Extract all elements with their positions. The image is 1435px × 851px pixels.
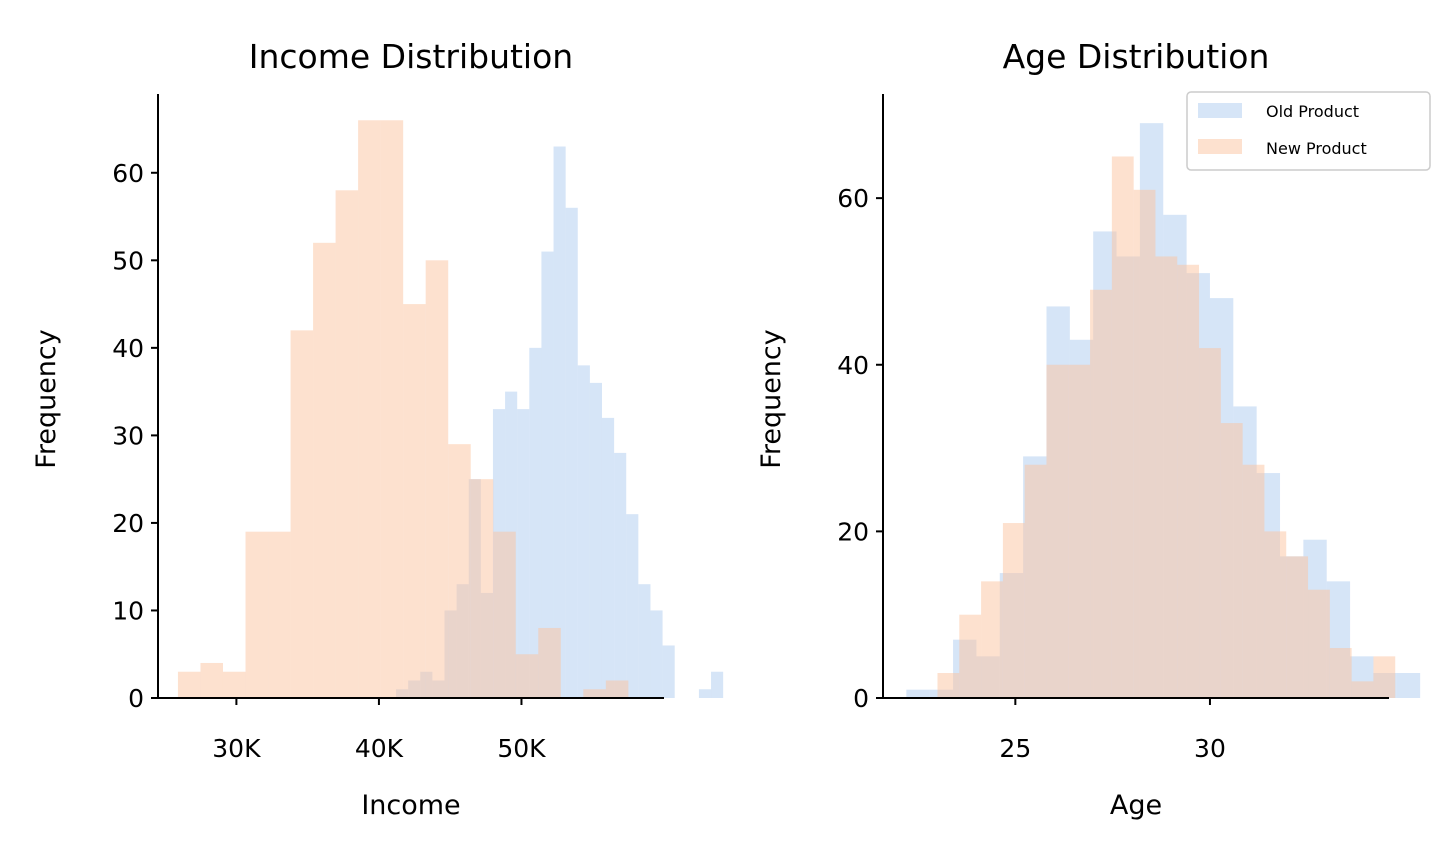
income-new-bar (380, 120, 404, 699)
income-new-bar (448, 444, 471, 698)
income-old-bar (650, 610, 663, 698)
y-tick-label: 0 (853, 684, 869, 713)
income-old-bar (553, 146, 566, 699)
age-new-bar (1308, 589, 1330, 698)
income-old-bar (698, 689, 712, 698)
income-new-bar (222, 671, 246, 698)
income-ylabel: Frequency (31, 329, 62, 469)
income-old-bar (577, 365, 590, 698)
age-new-bar (937, 673, 960, 698)
age-panel: 25 30 0 20 40 60 Age Distribution Age Freque… (756, 37, 1431, 821)
income-new-bar (403, 304, 426, 698)
income-old-bar (614, 452, 627, 698)
income-new-bar (425, 260, 449, 698)
y-tick-label: 40 (112, 334, 144, 363)
y-tick-label: 0 (128, 684, 144, 713)
y-tick-label: 30 (112, 421, 144, 450)
age-title: Age Distribution (1003, 37, 1270, 76)
age-x-ticks: 25 30 (999, 698, 1226, 763)
age-y-ticks: 0 20 40 60 (837, 184, 883, 713)
income-panel: 30K 40K 50K 0 10 20 30 40 50 60 Income Distribut… (31, 37, 724, 821)
income-new-bar (515, 654, 539, 698)
age-new-bar (1155, 256, 1178, 698)
age-new-bars (937, 156, 1396, 699)
age-new-bar (1090, 289, 1112, 698)
age-new-bar (981, 581, 1003, 698)
income-old-bar (529, 347, 542, 698)
y-tick-label: 20 (112, 509, 144, 538)
income-new-bar (290, 330, 314, 698)
income-old-bar (541, 251, 554, 698)
legend-frame (1186, 91, 1431, 171)
age-new-bar (1329, 648, 1352, 698)
income-new-bar (268, 531, 291, 698)
income-new-bar (245, 531, 269, 698)
x-tick-label: 50K (497, 734, 546, 763)
x-tick-label: 30K (212, 734, 261, 763)
income-new-bar (335, 190, 359, 698)
legend-label-old: Old Product (1266, 102, 1359, 121)
x-tick-label: 30 (1194, 734, 1226, 763)
income-new-bar (493, 531, 516, 698)
income-old-bar (589, 382, 602, 698)
age-new-bar (1199, 348, 1221, 698)
income-new-bar (358, 120, 381, 699)
income-new-bars (177, 120, 629, 699)
age-new-bar (959, 614, 982, 698)
age-old-bar (1396, 673, 1421, 698)
income-xlabel: Income (361, 790, 460, 821)
legend-swatch-old (1198, 103, 1242, 118)
age-new-bar (1373, 656, 1396, 698)
age-new-bar (1068, 364, 1091, 698)
income-old-bar (517, 409, 530, 698)
age-new-bar (1024, 464, 1047, 698)
y-tick-label: 40 (837, 351, 869, 380)
y-tick-label: 60 (112, 159, 144, 188)
legend-label-new: New Product (1266, 139, 1367, 158)
legend-swatch-new (1198, 139, 1242, 154)
income-old-bar (601, 417, 615, 698)
y-tick-label: 20 (837, 517, 869, 546)
age-new-bar (1046, 364, 1069, 698)
income-new-bar (313, 242, 336, 699)
income-new-bar (177, 671, 201, 698)
income-new-bar (605, 680, 629, 698)
income-x-ticks: 30K 40K 50K (212, 698, 546, 763)
income-new-bar (470, 479, 494, 698)
age-new-bar (1351, 681, 1374, 698)
y-tick-label: 10 (112, 596, 144, 625)
age-new-bar (1242, 464, 1265, 698)
y-tick-label: 50 (112, 246, 144, 275)
income-title: Income Distribution (249, 37, 573, 76)
income-old-bar (662, 645, 675, 698)
income-old-bar (711, 671, 724, 698)
age-new-bar (1220, 423, 1243, 698)
x-tick-label: 25 (999, 734, 1031, 763)
age-new-bar (1264, 531, 1287, 698)
age-legend: Old Product New Product (1186, 91, 1431, 171)
y-tick-label: 60 (837, 184, 869, 213)
income-old-bar (626, 514, 639, 698)
age-old-bar (906, 689, 930, 698)
income-new-bar (200, 662, 223, 698)
age-new-bar (1286, 556, 1309, 698)
age-new-bar (1111, 156, 1134, 698)
age-new-bar (1177, 264, 1200, 698)
income-old-bar (565, 207, 578, 698)
age-ylabel: Frequency (756, 329, 787, 469)
age-new-bar (1002, 523, 1025, 698)
income-old-bar (638, 584, 651, 698)
income-new-bar (538, 627, 561, 698)
age-new-bar (1133, 189, 1156, 699)
income-new-bar (583, 689, 606, 698)
x-tick-label: 40K (355, 734, 404, 763)
age-xlabel: Age (1110, 790, 1162, 821)
income-y-ticks: 0 10 20 30 40 50 60 (112, 159, 158, 713)
